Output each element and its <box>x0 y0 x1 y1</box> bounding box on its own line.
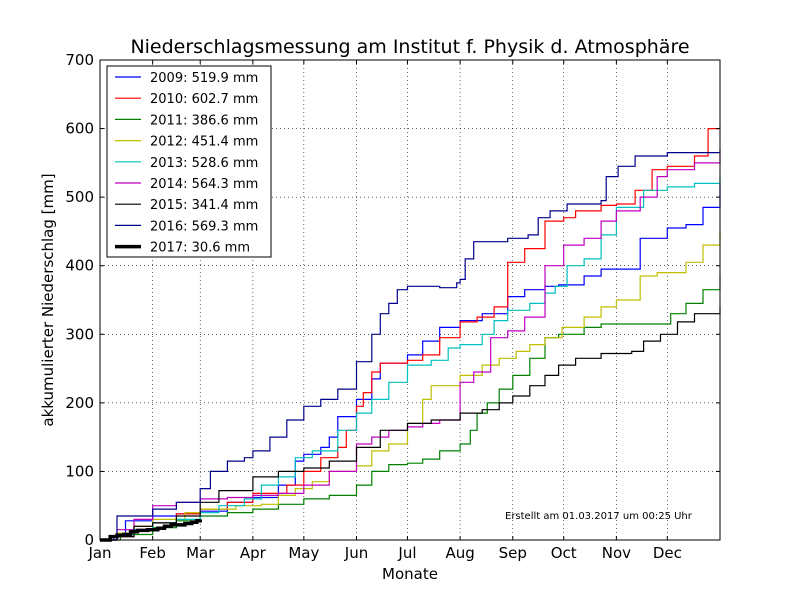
x-tick-label: Jun <box>344 544 368 562</box>
series-line-8 <box>100 149 721 541</box>
legend-entry-label: 2009: 519.9 mm <box>150 71 258 86</box>
x-tick-label: Jul <box>397 544 416 562</box>
y-tick-label: 200 <box>65 394 94 412</box>
y-tick-label: 700 <box>65 51 94 69</box>
x-tick-label: Sep <box>499 544 527 562</box>
x-tick-label: Apr <box>240 544 267 562</box>
x-tick-label: Dec <box>653 544 682 562</box>
series-line-6 <box>100 153 721 541</box>
y-tick-label: 300 <box>65 325 94 343</box>
axis-ticks: 0 100 200 300 400 500 600 700 Jan Feb Mar Apr May Jun… <box>65 51 720 562</box>
x-tick-label: Jan <box>87 544 111 562</box>
y-tick-label: 400 <box>65 257 94 275</box>
chart-title: Niederschlagsmessung am Institut f. Phys… <box>130 36 689 58</box>
series-line-2 <box>100 126 721 541</box>
legend-entry-label: 2012: 451.4 mm <box>150 135 258 150</box>
legend-entry-label: 2013: 528.6 mm <box>150 156 258 171</box>
x-axis-label: Monate <box>382 565 438 583</box>
series-line-7 <box>100 306 721 541</box>
x-tick-label: May <box>288 544 319 562</box>
plot-frame <box>99 59 721 541</box>
y-tick-label: 600 <box>65 120 94 138</box>
series-line-5 <box>100 177 721 541</box>
legend-entry-label: 2017: 30.6 mm <box>150 241 250 256</box>
series-line-9 <box>100 519 202 542</box>
y-tick-label: 100 <box>65 462 94 480</box>
x-tick-label: Oct <box>551 544 577 562</box>
x-tick-label: Nov <box>602 544 631 562</box>
series-line-3 <box>100 274 721 541</box>
y-tick-label: 0 <box>84 531 94 549</box>
x-tick-label: Feb <box>139 544 166 562</box>
series-line-4 <box>100 230 721 541</box>
y-tick-label: 500 <box>65 188 94 206</box>
legend-entry-label: 2011: 386.6 mm <box>150 113 258 128</box>
legend-entry-label: 2015: 341.4 mm <box>150 198 258 213</box>
legend-entry-label: 2010: 602.7 mm <box>150 92 258 107</box>
series-layer <box>100 126 721 542</box>
x-tick-label: Mar <box>186 544 215 562</box>
x-tick-label: Aug <box>445 544 474 562</box>
creation-note: Erstellt am 01.03.2017 um 00:25 Uhr <box>505 511 693 522</box>
legend: 2009: 519.9 mm 2010: 602.7 mm 2011: 386.6 … <box>106 65 272 258</box>
legend-entry-label: 2016: 569.3 mm <box>150 219 258 234</box>
legend-entry-label: 2014: 564.3 mm <box>150 177 258 192</box>
y-axis-label: akkumulierter Niederschlag [mm] <box>39 173 57 426</box>
